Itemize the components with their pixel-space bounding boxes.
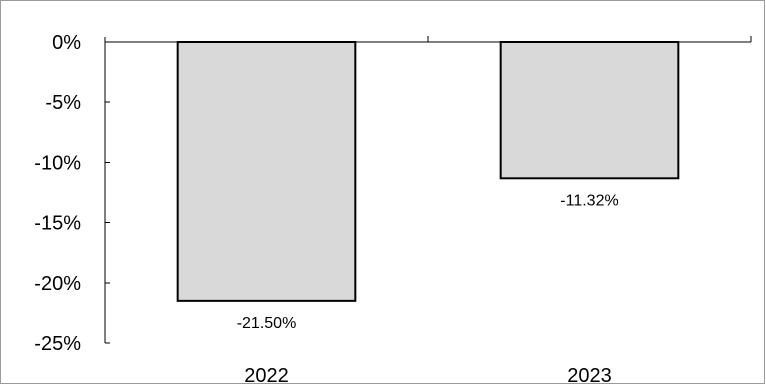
y-tick-label: -5% [45,92,81,114]
y-axis: 0% -5% -10% -15% -20% -25% [34,32,110,355]
y-tick-label: -25% [34,333,81,355]
data-label-2023: -11.32% [560,192,618,209]
y-tick-label: -20% [34,273,81,295]
x-axis: 2022 2023 [105,36,752,386]
bar-2022 [176,41,357,302]
bars [176,41,680,302]
y-tick-label: -10% [34,152,81,174]
data-label-2022: -21.50% [237,315,297,332]
data-labels: -21.50% -11.32% [237,192,619,332]
category-label-2023: 2023 [567,365,612,386]
y-tick-label: 0% [52,32,81,54]
y-tick-label: -15% [34,213,81,235]
bar-2023 [499,41,680,180]
category-label-2022: 2022 [244,365,289,386]
